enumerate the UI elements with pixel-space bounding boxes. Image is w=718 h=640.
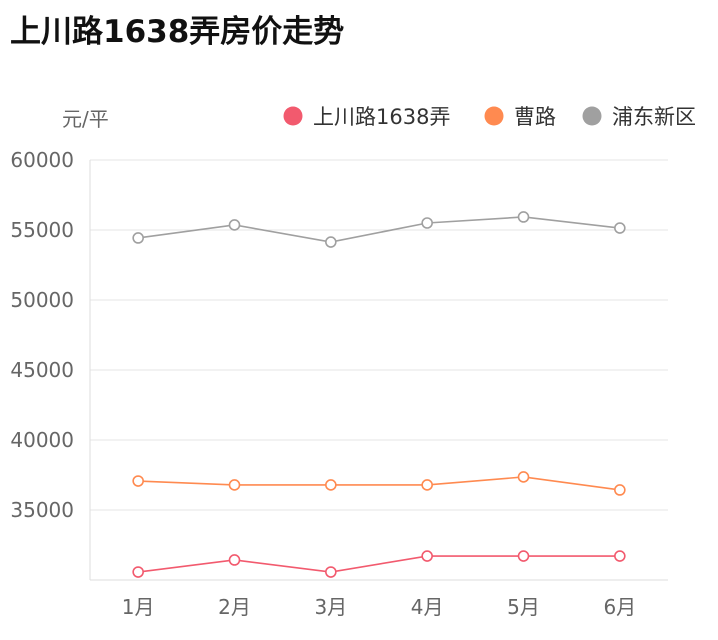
legend-marker bbox=[582, 106, 602, 126]
data-point bbox=[517, 550, 530, 562]
legend-marker bbox=[283, 106, 303, 126]
data-point bbox=[614, 222, 626, 234]
legend-label: 上川路1638弄 bbox=[313, 105, 450, 129]
x-tick-label: 3月 bbox=[314, 595, 347, 619]
chart-title: 上川路1638弄房价走势 bbox=[10, 14, 345, 50]
data-point bbox=[228, 219, 241, 231]
data-point bbox=[614, 484, 626, 496]
data-point bbox=[421, 217, 433, 229]
data-point bbox=[614, 550, 626, 562]
y-tick-label: 35000 bbox=[10, 498, 74, 522]
legend-marker bbox=[484, 106, 504, 126]
data-point bbox=[421, 550, 433, 562]
data-point bbox=[325, 479, 337, 491]
legend-label: 浦东新区 bbox=[612, 105, 696, 129]
x-tick-label: 2月 bbox=[218, 595, 251, 619]
series-line bbox=[138, 216, 620, 243]
series-line bbox=[138, 476, 620, 491]
data-point bbox=[421, 479, 433, 491]
data-point bbox=[228, 554, 241, 566]
y-tick-label: 45000 bbox=[10, 358, 74, 382]
y-tick-label: 40000 bbox=[10, 428, 74, 452]
legend-label: 曹路 bbox=[514, 105, 556, 129]
data-point bbox=[325, 566, 337, 578]
y-tick-label: 60000 bbox=[10, 148, 74, 172]
data-point bbox=[132, 566, 144, 578]
data-point bbox=[132, 232, 144, 244]
x-tick-label: 6月 bbox=[603, 595, 636, 619]
data-point bbox=[517, 471, 530, 483]
data-point bbox=[517, 211, 530, 223]
x-tick-label: 4月 bbox=[411, 595, 444, 619]
y-tick-label: 50000 bbox=[10, 288, 74, 312]
x-tick-label: 5月 bbox=[507, 595, 540, 619]
x-tick-label: 1月 bbox=[122, 595, 155, 619]
data-point bbox=[325, 236, 337, 248]
data-point bbox=[132, 475, 144, 487]
y-axis-label: 元/平 bbox=[62, 107, 109, 131]
y-tick-label: 55000 bbox=[10, 218, 74, 242]
data-point bbox=[228, 479, 241, 491]
series-line bbox=[138, 555, 620, 573]
